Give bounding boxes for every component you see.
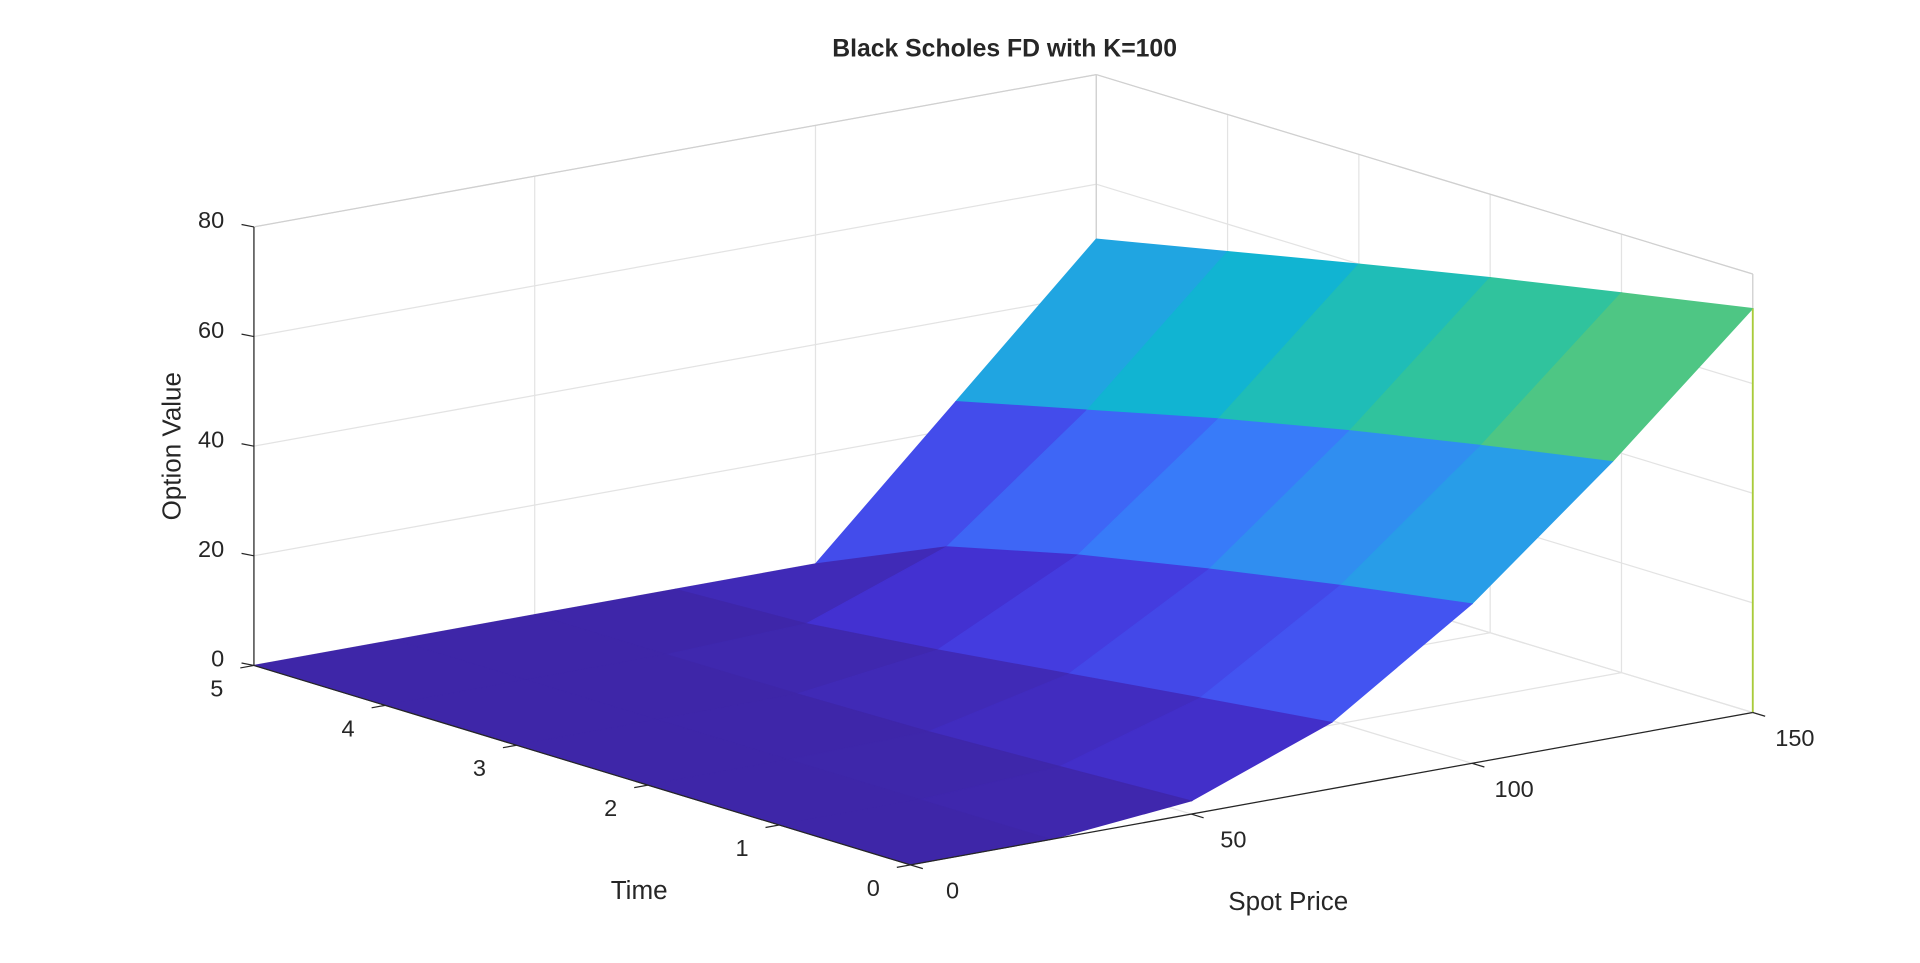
y-tick-label: 3 [473,755,486,781]
y-tick-label: 0 [867,875,880,901]
x-tick-label: 100 [1494,776,1533,802]
y-tick-label: 1 [735,835,748,861]
x-tick-label: 50 [1220,827,1246,853]
z-tick [241,552,255,557]
grid-line [253,293,1097,447]
x-tick [910,864,924,870]
y-tick [634,784,648,789]
z-tick-label: 40 [198,426,224,452]
z-tick-label: 0 [211,646,224,672]
x-tick [1471,762,1485,768]
box-edge [1096,73,1753,275]
x-axis [910,711,1753,866]
x-tick [1191,813,1204,819]
z-tick [241,333,255,338]
y-axis-label: Time [611,875,668,905]
box-edge [253,73,1097,228]
y-tick [896,864,911,868]
x-tick-label: 150 [1775,725,1814,751]
x-tick-label: 0 [946,877,959,903]
z-tick [241,223,255,228]
y-axis [253,664,911,866]
y-tick [240,664,255,669]
x-tick [1752,711,1766,717]
y-tick [765,824,780,829]
z-tick-label: 60 [198,317,224,343]
y-tick-label: 5 [210,675,223,701]
z-axis-label: Option Value [156,372,186,520]
z-tick [241,443,255,447]
y-tick [371,704,386,709]
grid-line [253,183,1097,338]
y-tick-label: 2 [604,795,617,821]
y-tick [502,744,517,749]
z-tick-label: 20 [198,536,224,562]
x-axis-label: Spot Price [1228,886,1348,916]
chart-title: Black Scholes FD with K=100 [832,35,1177,62]
z-tick-label: 80 [198,207,224,233]
y-tick-label: 4 [342,715,355,741]
z-tick [241,662,255,667]
